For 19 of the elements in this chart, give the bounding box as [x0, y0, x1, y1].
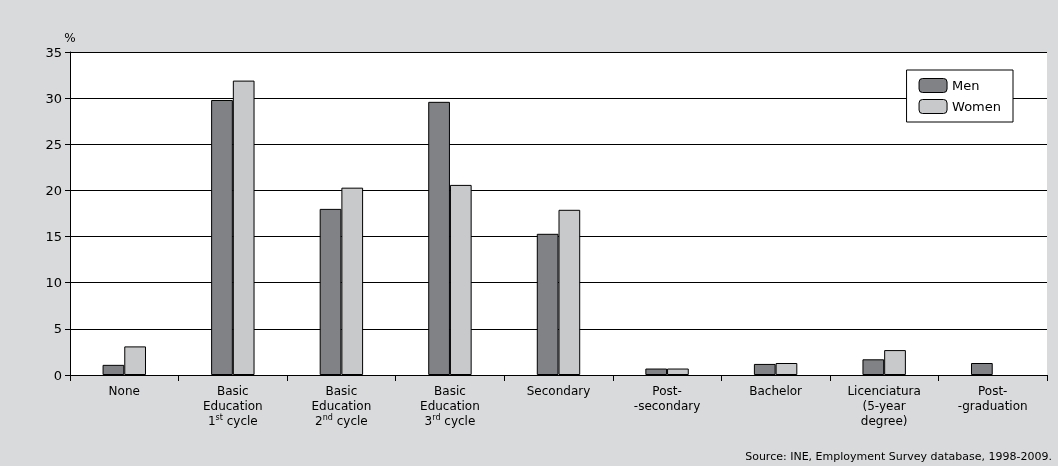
y-tick-label: 15: [45, 229, 62, 245]
y-tick-label: 10: [45, 275, 62, 291]
y-axis-title: %: [64, 31, 76, 45]
y-tick-label: 20: [45, 182, 62, 198]
legend-label: Women: [952, 99, 1002, 114]
y-tick-label: 30: [45, 90, 62, 106]
y-tick-label: 25: [45, 136, 62, 152]
x-tick-label: Post- -graduation: [957, 383, 1028, 413]
x-tick-label: Licenciatura (5-year degree): [847, 383, 921, 428]
source-note: Source: INE, Employment Survey database, 1998-2009.: [745, 450, 1053, 463]
x-tick-label: Post- -secondary: [633, 383, 701, 413]
y-tick-label: 35: [45, 44, 62, 60]
bar: [971, 363, 993, 375]
y-tick-label: 5: [53, 321, 62, 337]
x-tick-label: Bachelor: [749, 383, 803, 398]
y-tick-label: 0: [53, 367, 62, 383]
legend-label: Men: [952, 78, 980, 93]
x-tick-label: None: [108, 383, 140, 398]
x-tick-label: Secondary: [526, 383, 591, 398]
